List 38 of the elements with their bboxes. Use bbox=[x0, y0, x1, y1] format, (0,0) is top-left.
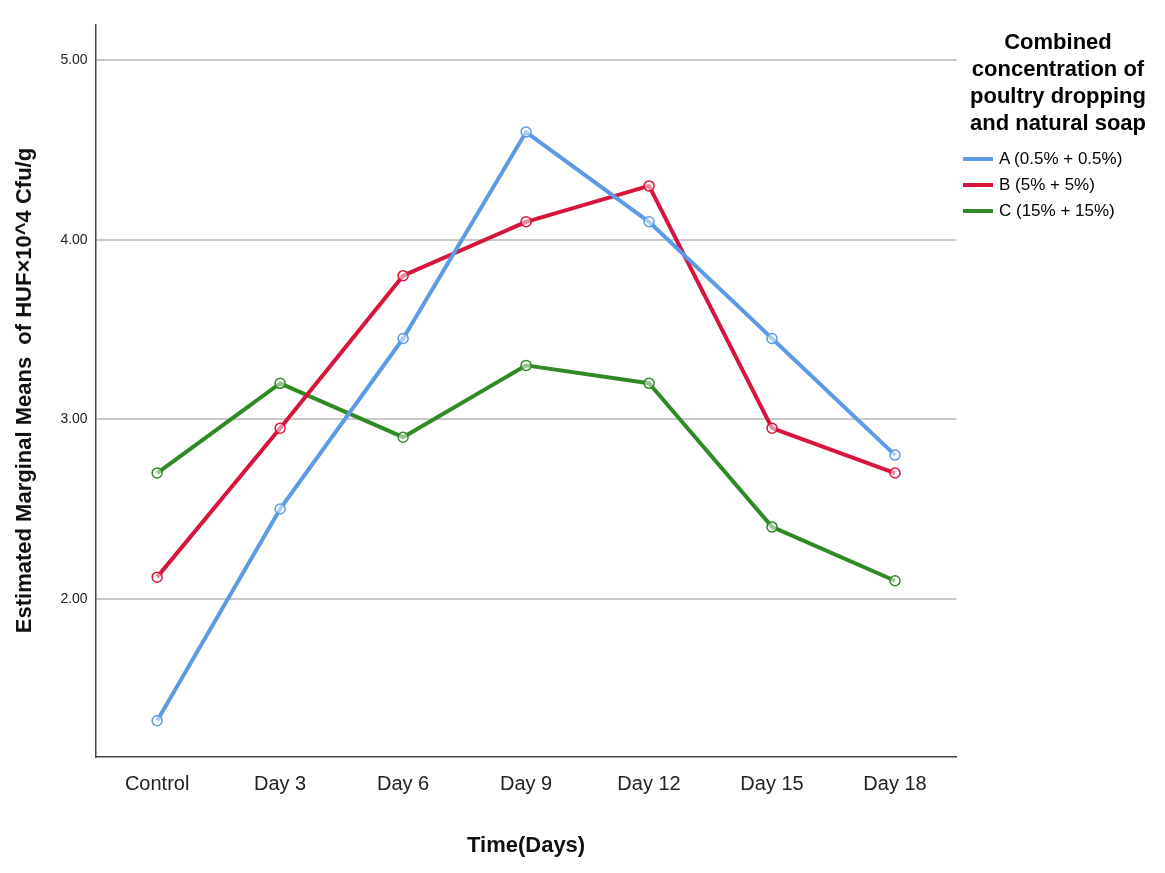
x-tick-label: Day 3 bbox=[253, 772, 307, 795]
point bbox=[274, 377, 286, 390]
point bbox=[766, 422, 778, 434]
point bbox=[274, 503, 286, 515]
x-tick-label: Day 18 bbox=[863, 772, 927, 795]
point bbox=[766, 521, 778, 533]
legend-label: C (15% + 15%) bbox=[999, 201, 1115, 221]
point bbox=[520, 216, 532, 228]
point bbox=[151, 714, 163, 727]
point bbox=[889, 467, 901, 479]
legend-label: A (0.5% + 0.5%) bbox=[999, 149, 1123, 169]
point bbox=[397, 269, 409, 282]
point bbox=[520, 359, 532, 372]
y-tick-label: 3.00 bbox=[60, 410, 88, 427]
y-tick-label: 2.00 bbox=[60, 589, 88, 606]
x-tick-label: Day 9 bbox=[499, 772, 553, 795]
point bbox=[643, 216, 655, 228]
point bbox=[520, 126, 532, 138]
x-tick-label: Day 6 bbox=[376, 772, 430, 795]
point bbox=[889, 574, 901, 587]
point bbox=[766, 332, 778, 345]
y-tick-label: 4.00 bbox=[60, 230, 88, 247]
point bbox=[397, 431, 409, 443]
point bbox=[397, 332, 409, 345]
x-tick-label: Control bbox=[124, 772, 190, 795]
y-tick-label: 5.00 bbox=[60, 51, 88, 68]
legend-title: Combined concentration of poultry dropping and natural soap bbox=[968, 28, 1147, 136]
x-tick-label: Day 15 bbox=[740, 772, 804, 795]
point bbox=[889, 449, 901, 461]
point bbox=[151, 571, 163, 583]
point bbox=[274, 422, 286, 434]
point bbox=[151, 467, 163, 479]
point bbox=[643, 377, 655, 390]
x-tick-label: Day 12 bbox=[617, 772, 681, 795]
point bbox=[643, 180, 655, 192]
x-axis-title: Time(Days) bbox=[466, 831, 586, 857]
legend-label: B (5% + 5%) bbox=[999, 175, 1095, 195]
y-axis-title: Estimated Marginal Means of HUF×10^4 Cfu/g bbox=[11, 147, 37, 634]
